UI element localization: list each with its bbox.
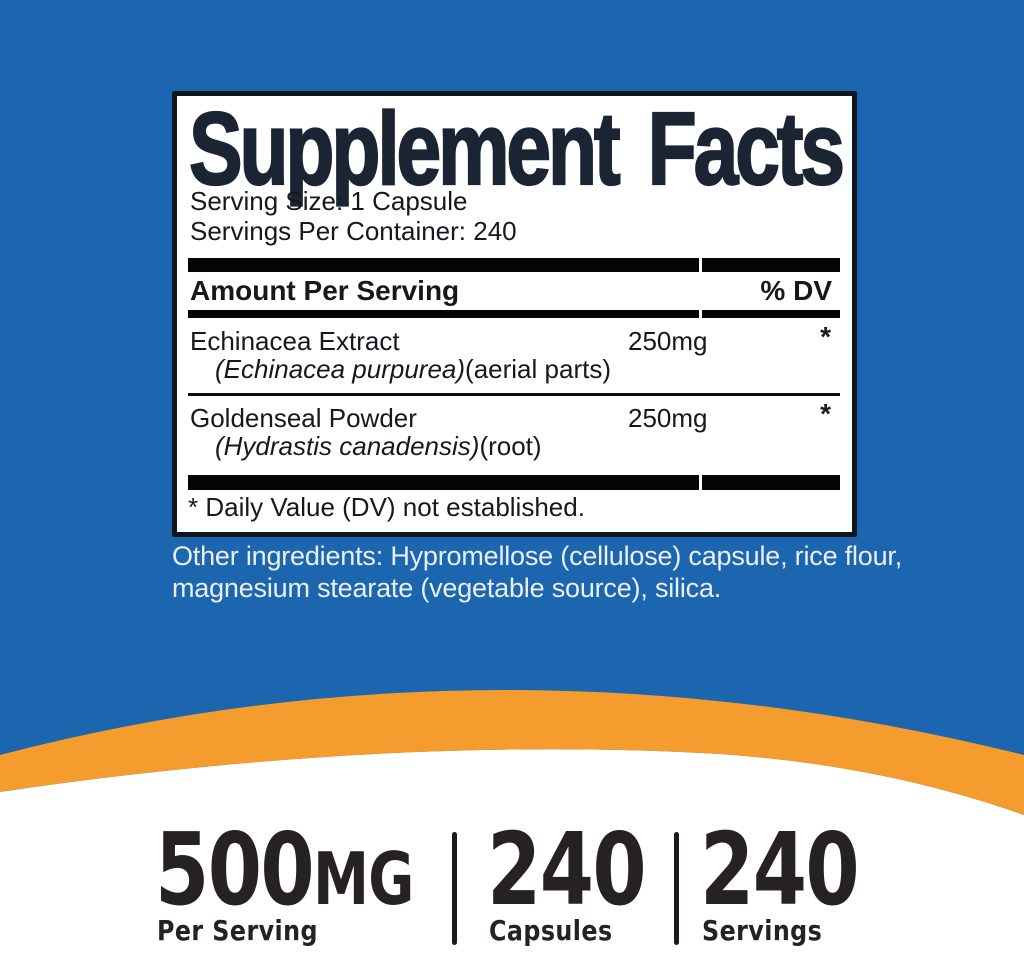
stat-dose-value: 500MG [155, 820, 414, 920]
stats-strip: 500MG Per Serving 240 Capsules 240 Servi… [0, 780, 1024, 953]
stat-capsules-value: 240 [487, 820, 647, 920]
swoosh-graphic [0, 645, 1024, 855]
separator-bar-thick-top [188, 258, 840, 272]
ingredient-dv-asterisk: * [820, 321, 831, 352]
ingredient-amount: 250mg [628, 326, 708, 356]
column-header-row: Amount Per Serving % DV [188, 277, 841, 305]
stat-capsules-label: Capsules [489, 914, 613, 947]
serving-size: Serving Size: 1 Capsule [190, 186, 468, 216]
stat-dose-number: 500 [155, 811, 315, 928]
row-divider-line [188, 393, 840, 396]
ingredient-row: Goldenseal Powder 250mg * [188, 399, 841, 434]
brush-fleck-detail [816, 745, 841, 764]
other-ingredients: Other ingredients: Hypromellose (cellulo… [172, 540, 903, 604]
stat-dose-label: Per Serving [157, 914, 318, 947]
supplement-facts-panel: Supplement Facts Serving Size: 1 Capsule… [172, 91, 857, 537]
stat-divider [674, 832, 679, 945]
ingredient-dv-asterisk: * [820, 398, 831, 429]
servings-per-container: Servings Per Container: 240 [190, 216, 517, 246]
ingredient-row: Echinacea Extract 250mg * [188, 322, 841, 357]
other-ingredients-line1: Other ingredients: Hypromellose (cellulo… [172, 541, 903, 571]
plant-part: (aerial parts) [465, 354, 611, 384]
percent-dv-header: % DV [760, 275, 832, 306]
ingredient-botanical-line: (Hydrastis canadensis)(root) [215, 431, 542, 461]
amount-per-serving-header: Amount Per Serving [190, 275, 460, 306]
separator-bar-thick-bottom [188, 475, 840, 490]
dv-footnote: * Daily Value (DV) not established. [188, 492, 585, 522]
other-ingredients-line2: magnesium stearate (vegetable source), s… [172, 573, 722, 603]
botanical-name: (Echinacea purpurea) [215, 354, 466, 384]
ingredient-amount: 250mg [628, 403, 708, 433]
stat-servings-label: Servings [702, 914, 823, 947]
stat-servings-value: 240 [700, 820, 860, 920]
ingredient-name: Echinacea Extract [190, 326, 400, 356]
stat-servings-number: 240 [700, 811, 860, 928]
plant-part: (root) [479, 431, 542, 461]
stat-divider [452, 832, 457, 945]
panel-title: Supplement Facts [188, 91, 846, 206]
stat-dose-unit: MG [313, 837, 414, 921]
ingredient-name: Goldenseal Powder [190, 403, 417, 433]
stat-capsules-number: 240 [487, 811, 647, 928]
separator-bar-medium [188, 310, 840, 318]
botanical-name: (Hydrastis canadensis) [215, 431, 480, 461]
ingredient-botanical-line: (Echinacea purpurea)(aerial parts) [215, 354, 611, 384]
